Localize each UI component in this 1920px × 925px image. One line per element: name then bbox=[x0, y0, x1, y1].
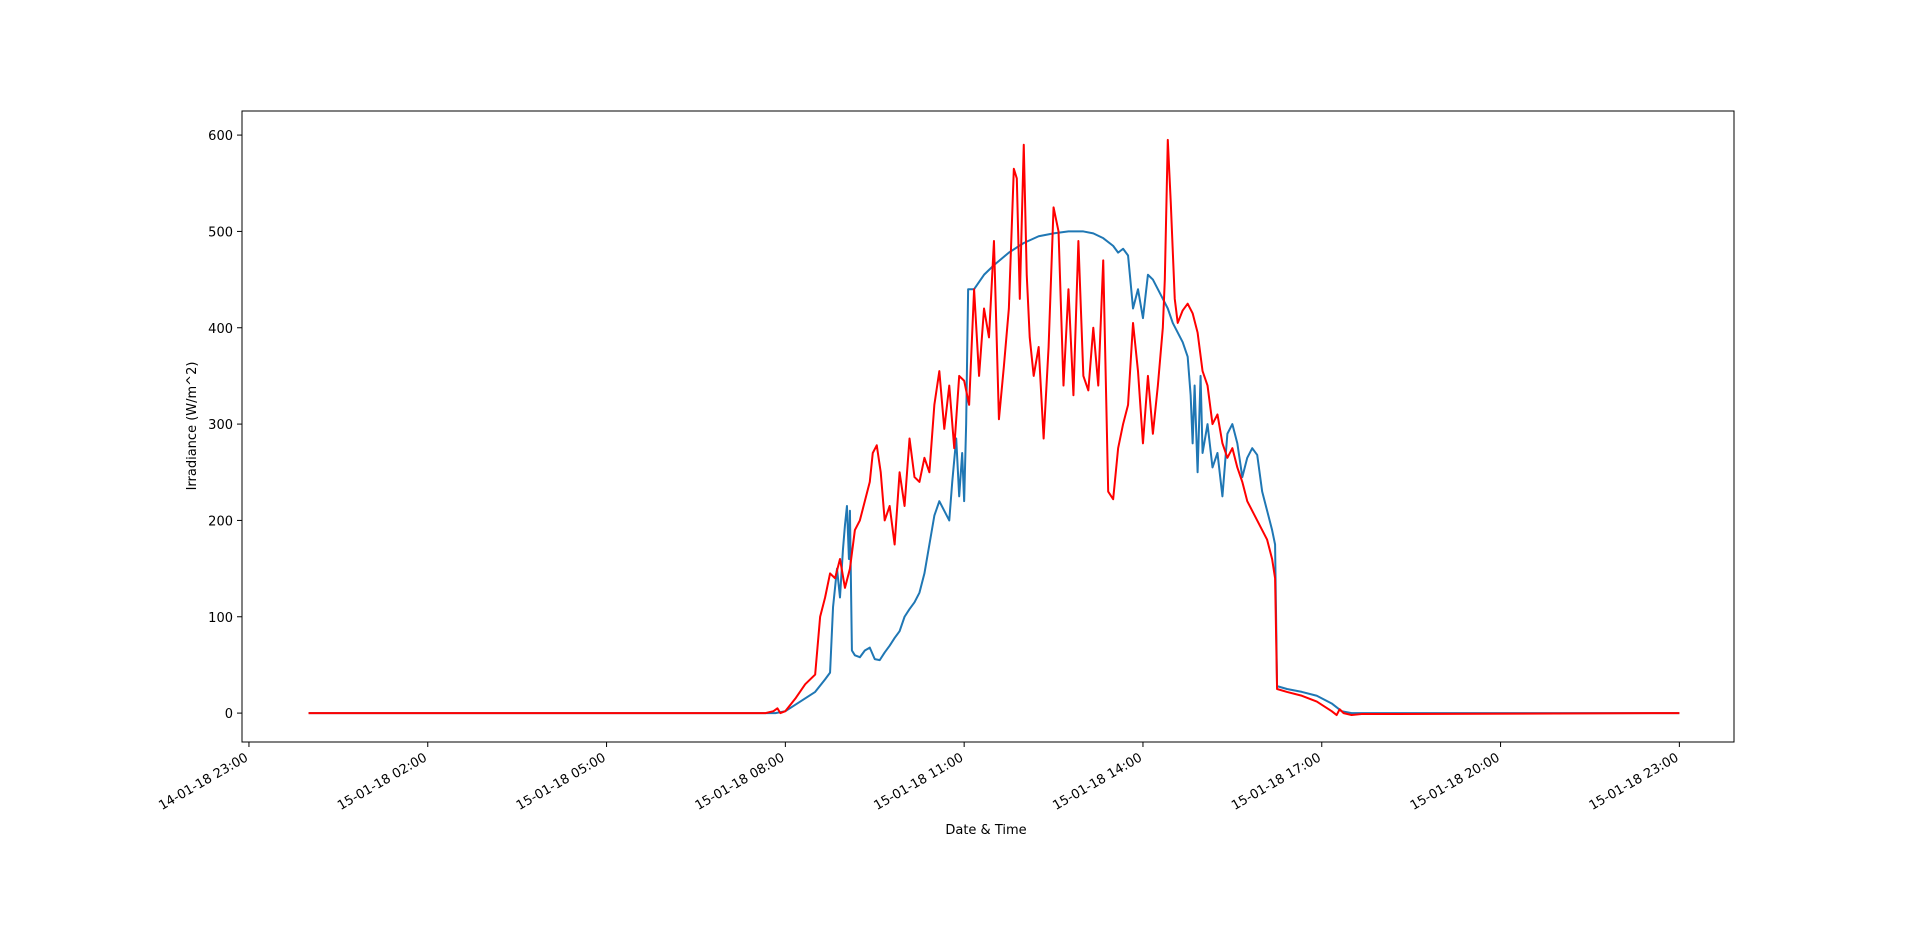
y-tick-label: 0 bbox=[225, 707, 233, 722]
y-tick-label: 200 bbox=[208, 514, 233, 529]
y-tick-label: 500 bbox=[208, 225, 233, 240]
y-tick-label: 400 bbox=[208, 322, 233, 337]
y-axis-title: Irradiance (W/m^2) bbox=[185, 362, 200, 491]
series-layer bbox=[308, 138, 1680, 717]
y-axis: 0 100 200 300 400 500 600 bbox=[208, 129, 242, 722]
y-tick-label: 100 bbox=[208, 611, 233, 626]
y-tick-label: 300 bbox=[208, 418, 233, 433]
plot-frame bbox=[241, 110, 1735, 743]
series-line-2 bbox=[308, 138, 1680, 717]
y-tick-label: 600 bbox=[208, 129, 233, 144]
x-axis-title: Date & Time bbox=[945, 823, 1026, 838]
